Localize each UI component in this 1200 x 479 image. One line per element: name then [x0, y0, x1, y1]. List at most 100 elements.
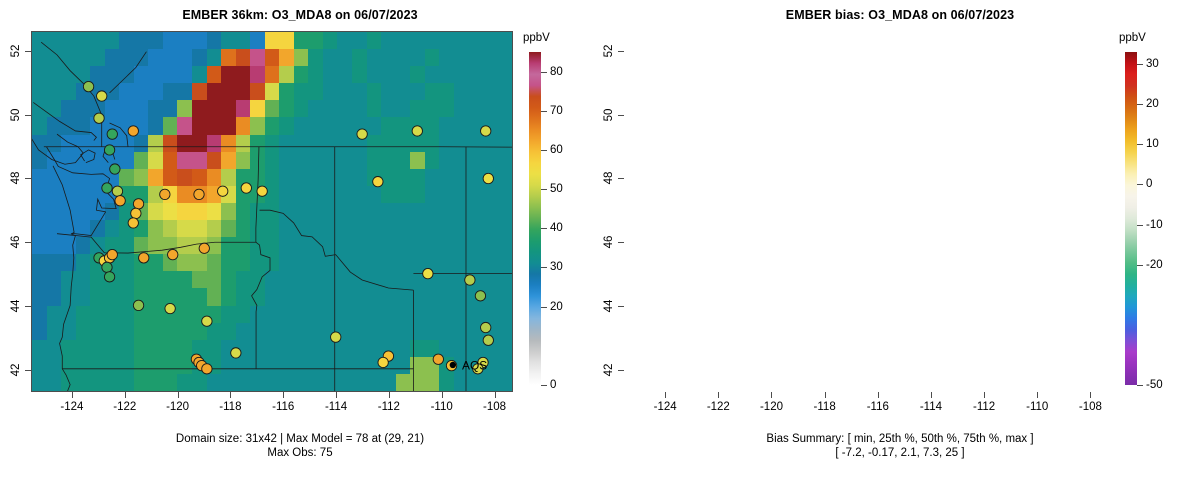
coastline-path: [110, 52, 147, 93]
observation-marker[interactable]: [480, 125, 492, 137]
x-tick: [124, 392, 126, 398]
observation-marker[interactable]: [109, 163, 121, 175]
observation-marker[interactable]: [82, 80, 95, 93]
observation-marker[interactable]: [372, 176, 384, 188]
colorbar-tick: [541, 149, 547, 151]
observation-marker[interactable]: [111, 185, 124, 197]
observation-marker[interactable]: [482, 334, 494, 346]
observation-marker[interactable]: [240, 182, 252, 194]
observation-marker[interactable]: [103, 271, 116, 283]
observation-marker[interactable]: [201, 363, 213, 375]
coastline-path: [46, 147, 116, 212]
colorbar-tick-label: 30: [1146, 58, 1159, 71]
x-tick-label: -110: [430, 401, 453, 413]
observation-marker[interactable]: [356, 128, 368, 140]
state-border-path: [57, 234, 256, 253]
bias-x-axis: -124 -122 -120 -118 -116 -114 -112 -110 -108: [624, 392, 1109, 422]
colorbar-units-label: ppbV: [523, 32, 550, 44]
bias-caption-line1: Bias Summary: [ min, 25th %, 50th %, 75t…: [766, 433, 1034, 445]
observation-marker[interactable]: [201, 315, 213, 327]
observation-marker[interactable]: [482, 172, 494, 185]
x-tick-label: -120: [759, 401, 783, 413]
observation-marker[interactable]: [472, 363, 484, 375]
state-border-path: [62, 369, 413, 391]
observation-marker[interactable]: [93, 112, 105, 124]
x-tick: [1090, 392, 1092, 398]
model-y-axis: 42 44 46 48 50 52: [1, 31, 31, 392]
observation-marker[interactable]: [101, 182, 113, 194]
x-tick-label: -120: [166, 401, 190, 413]
colorbar-tick: [1137, 385, 1143, 386]
model-map-frame[interactable]: AQS: [31, 31, 513, 392]
observation-marker[interactable]: [474, 290, 487, 302]
y-tick-label: 44: [603, 299, 615, 313]
y-tick-label: 44: [10, 299, 22, 313]
observation-marker[interactable]: [432, 353, 444, 365]
bias-caption-line2: [ -7.2, -0.17, 2.1, 7.3, 25 ]: [835, 447, 965, 459]
x-tick-label: -114: [324, 401, 348, 413]
x-tick-label: -124: [60, 401, 84, 413]
y-tick-label: 48: [10, 171, 22, 185]
observation-marker[interactable]: [101, 261, 113, 273]
observation-marker[interactable]: [96, 90, 108, 102]
observation-marker[interactable]: [130, 207, 142, 220]
y-tick-label: 46: [10, 235, 22, 249]
colorbar-tick-label: 80: [550, 65, 563, 78]
observation-marker[interactable]: [230, 347, 242, 359]
colorbar-tick-label: 40: [550, 222, 563, 235]
x-tick: [283, 392, 285, 398]
observation-marker[interactable]: [103, 144, 116, 156]
observation-marker[interactable]: [114, 195, 126, 207]
observation-marker[interactable]: [167, 249, 179, 261]
colorbar-tick-label: 20: [550, 300, 563, 313]
state-border-path: [252, 242, 270, 369]
y-tick: [618, 369, 624, 371]
x-tick-label: -116: [866, 401, 889, 413]
colorbar-tick-label: -10: [1146, 218, 1163, 231]
observation-marker[interactable]: [132, 198, 145, 210]
x-tick: [1037, 392, 1039, 398]
observation-marker[interactable]: [377, 356, 389, 369]
observation-marker[interactable]: [164, 302, 176, 315]
observation-marker[interactable]: [330, 331, 342, 343]
observation-marker[interactable]: [256, 185, 268, 197]
observation-marker[interactable]: [127, 125, 139, 137]
observation-marker[interactable]: [193, 188, 205, 201]
coastline-path: [53, 166, 75, 391]
colorbar-tick: [541, 71, 547, 73]
observation-marker[interactable]: [480, 321, 492, 334]
colorbar-tick-label: 30: [550, 261, 563, 274]
colorbar-tick-label: 60: [550, 143, 563, 156]
x-tick: [771, 392, 773, 398]
observation-marker[interactable]: [106, 249, 118, 261]
x-tick: [665, 392, 667, 398]
colorbar-tick: [1137, 184, 1143, 186]
aqs-legend-label: AQS: [462, 358, 487, 372]
observation-marker[interactable]: [464, 274, 476, 286]
colorbar-tick: [541, 189, 547, 191]
colorbar-tick: [1137, 264, 1143, 266]
observation-marker[interactable]: [132, 299, 145, 311]
colorbar-tick: [541, 228, 547, 230]
y-tick-label: 52: [10, 44, 22, 58]
observation-marker[interactable]: [198, 242, 210, 254]
colorbar-gradient: [529, 52, 541, 385]
colorbar-tick: [541, 306, 547, 308]
observation-marker[interactable]: [127, 217, 139, 229]
x-tick-label: -112: [973, 401, 996, 413]
colorbar-tick: [1137, 224, 1143, 226]
x-tick: [718, 392, 720, 398]
observation-marker[interactable]: [422, 268, 434, 280]
x-tick: [71, 392, 73, 398]
coastline-path: [41, 42, 102, 147]
coastline-path: [32, 134, 83, 164]
colorbar-tick-label: 70: [550, 104, 563, 117]
observation-marker[interactable]: [217, 185, 229, 197]
colorbar-tick: [541, 385, 547, 386]
observation-marker[interactable]: [106, 128, 118, 140]
aqs-legend-dot-icon: [449, 361, 457, 369]
observation-marker[interactable]: [411, 125, 423, 137]
observation-marker[interactable]: [138, 252, 150, 264]
observation-marker[interactable]: [159, 188, 171, 201]
x-tick: [494, 392, 496, 398]
